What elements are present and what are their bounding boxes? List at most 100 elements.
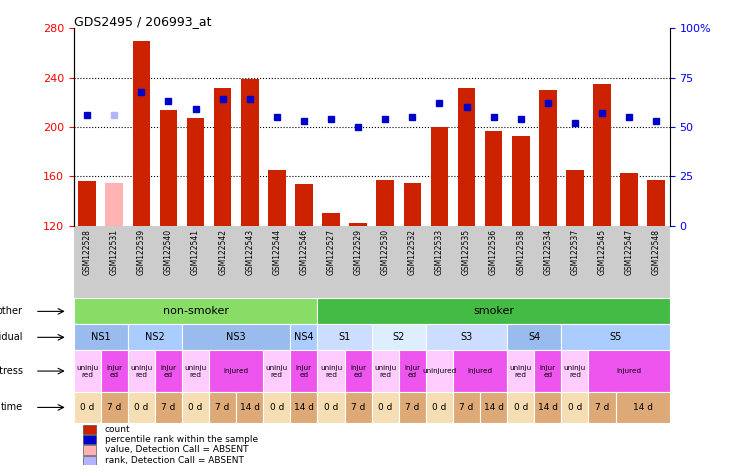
Text: 0 d: 0 d	[134, 403, 149, 412]
Text: NS1: NS1	[91, 332, 110, 342]
Bar	[372, 350, 399, 392]
Bar	[403, 182, 421, 226]
Bar	[566, 170, 584, 226]
Bar	[350, 223, 367, 226]
Text: 7 d: 7 d	[459, 403, 474, 412]
Bar	[263, 350, 291, 392]
Text: injured: injured	[617, 368, 642, 374]
Bar	[615, 392, 670, 423]
Text: S4: S4	[528, 332, 540, 342]
Bar	[620, 173, 638, 226]
Text: 14 d: 14 d	[240, 403, 260, 412]
Bar	[214, 88, 231, 226]
Text: GSM122527: GSM122527	[327, 229, 336, 275]
Bar	[155, 392, 182, 423]
Text: S5: S5	[609, 332, 622, 342]
Text: 0 d: 0 d	[514, 403, 528, 412]
Bar	[160, 110, 177, 226]
Bar	[589, 350, 670, 392]
Bar	[74, 324, 128, 350]
Text: 14 d: 14 d	[633, 403, 653, 412]
Bar	[480, 392, 507, 423]
Text: GSM122534: GSM122534	[543, 229, 552, 275]
Text: 7 d: 7 d	[351, 403, 365, 412]
Bar	[399, 350, 426, 392]
Text: GSM122536: GSM122536	[489, 229, 498, 275]
Bar	[128, 324, 182, 350]
Text: 0 d: 0 d	[324, 403, 339, 412]
Text: smoker: smoker	[473, 306, 514, 316]
Text: 0 d: 0 d	[567, 403, 582, 412]
Text: uninju
red: uninju red	[76, 365, 99, 378]
Text: 14 d: 14 d	[538, 403, 558, 412]
Text: GSM122528: GSM122528	[82, 229, 92, 275]
Bar	[426, 392, 453, 423]
Bar	[562, 392, 589, 423]
Bar	[182, 324, 291, 350]
Text: uninju
red: uninju red	[266, 365, 288, 378]
Bar	[317, 392, 344, 423]
Text: rank, Detection Call = ABSENT: rank, Detection Call = ABSENT	[105, 456, 244, 465]
Text: time: time	[1, 402, 23, 412]
Bar	[236, 392, 263, 423]
Text: GSM122539: GSM122539	[137, 229, 146, 275]
Bar	[101, 350, 128, 392]
Text: S1: S1	[339, 332, 351, 342]
Bar	[426, 324, 507, 350]
Text: value, Detection Call = ABSENT: value, Detection Call = ABSENT	[105, 446, 248, 455]
Bar	[291, 324, 317, 350]
Text: GSM122543: GSM122543	[245, 229, 254, 275]
Bar	[132, 41, 150, 226]
Bar	[263, 392, 291, 423]
Bar	[648, 180, 665, 226]
Text: injured: injured	[224, 368, 249, 374]
Bar	[322, 213, 340, 226]
Text: S3: S3	[461, 332, 473, 342]
Text: non-smoker: non-smoker	[163, 306, 229, 316]
Text: GSM122546: GSM122546	[300, 229, 308, 275]
Text: 7 d: 7 d	[161, 403, 176, 412]
Bar	[295, 184, 313, 226]
Bar	[317, 324, 372, 350]
Text: 7 d: 7 d	[107, 403, 121, 412]
Bar	[209, 392, 236, 423]
Bar	[399, 392, 426, 423]
Bar	[562, 324, 670, 350]
Text: GSM122532: GSM122532	[408, 229, 417, 275]
Text: injur
ed: injur ed	[160, 365, 177, 378]
Bar	[82, 425, 96, 434]
Bar	[453, 392, 480, 423]
Text: GSM122541: GSM122541	[191, 229, 200, 275]
Bar	[344, 392, 372, 423]
Bar	[589, 392, 615, 423]
Text: S2: S2	[392, 332, 405, 342]
Text: GSM122545: GSM122545	[598, 229, 606, 275]
Bar	[209, 350, 263, 392]
Bar	[593, 84, 611, 226]
Bar	[187, 118, 205, 226]
Bar	[155, 350, 182, 392]
Text: injur
ed: injur ed	[539, 365, 556, 378]
Bar	[507, 392, 534, 423]
Text: GSM122542: GSM122542	[218, 229, 227, 275]
Bar	[74, 392, 101, 423]
Text: GSM122535: GSM122535	[462, 229, 471, 275]
Bar	[507, 324, 562, 350]
Text: 7 d: 7 d	[595, 403, 609, 412]
Bar	[82, 435, 96, 444]
Text: GSM122548: GSM122548	[651, 229, 661, 275]
Text: 7 d: 7 d	[405, 403, 420, 412]
Bar	[128, 392, 155, 423]
Text: NS3: NS3	[227, 332, 246, 342]
Bar	[82, 456, 96, 465]
Text: injur
ed: injur ed	[296, 365, 312, 378]
Text: count: count	[105, 425, 130, 434]
Text: GSM122544: GSM122544	[272, 229, 281, 275]
Bar	[74, 299, 317, 324]
Text: uninju
red: uninju red	[374, 365, 397, 378]
Text: uninju
red: uninju red	[130, 365, 152, 378]
Text: injur
ed: injur ed	[404, 365, 420, 378]
Text: GSM122529: GSM122529	[353, 229, 363, 275]
Bar	[453, 350, 507, 392]
Bar	[182, 350, 209, 392]
